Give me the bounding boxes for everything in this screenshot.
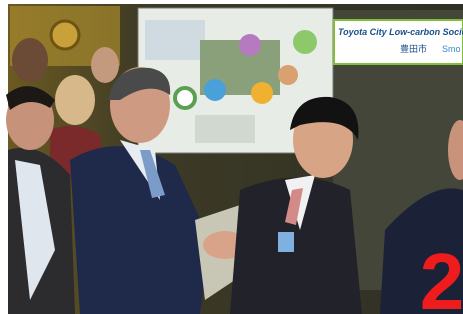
photo: Toyota City Low-carbon Socie 豊田市 Smo 2 bbox=[0, 0, 463, 314]
sign-logo: 豊田市 bbox=[400, 43, 427, 54]
name-badge bbox=[278, 232, 294, 252]
poster-icon bbox=[278, 65, 298, 85]
poster-icon bbox=[175, 88, 195, 108]
person-hair bbox=[55, 75, 95, 125]
person-head bbox=[12, 38, 48, 82]
poster-icon bbox=[293, 30, 317, 54]
person-head bbox=[91, 47, 119, 83]
poster-icon bbox=[204, 79, 226, 101]
poster-chart bbox=[195, 115, 255, 143]
emblem bbox=[51, 21, 79, 49]
sign-title: Toyota City Low-carbon Socie bbox=[338, 27, 463, 37]
poster-icon bbox=[251, 82, 273, 104]
poster-icon bbox=[239, 34, 261, 56]
poster-text-block bbox=[145, 20, 205, 60]
sign-partial-text: Smo bbox=[442, 44, 461, 54]
badge-number: 2 bbox=[420, 237, 463, 314]
